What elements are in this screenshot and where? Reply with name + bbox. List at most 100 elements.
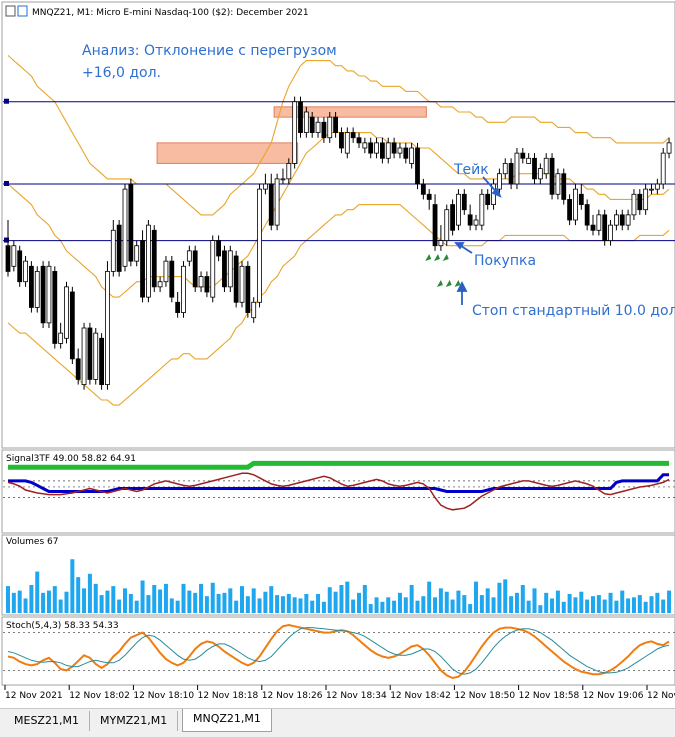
- volume-bar: [403, 597, 408, 613]
- candle: [643, 184, 649, 215]
- candle: [5, 220, 11, 277]
- candle: [309, 112, 315, 138]
- volume-bar: [386, 597, 391, 613]
- volume-bar: [251, 588, 256, 613]
- candle: [461, 189, 467, 215]
- candle: [543, 153, 549, 179]
- candle-bear-body: [508, 163, 514, 185]
- candle-bull-body: [105, 271, 110, 385]
- volume-bar: [52, 586, 57, 613]
- candle: [58, 322, 64, 349]
- x-tick-label: 12 Nov 18:42: [390, 691, 451, 701]
- candle-bear-body: [339, 132, 344, 149]
- stop-label: Стоп стандартный 10.0 дол.: [472, 303, 675, 319]
- candle-bull-body: [274, 178, 280, 226]
- candle-bull-body: [631, 193, 637, 216]
- volume-bar: [333, 591, 338, 613]
- candle-bear-body: [175, 301, 181, 313]
- chart-canvas[interactable]: MNQZ21, M1: Micro E-mini Nasdaq-100 ($2)…: [0, 0, 675, 708]
- volume-bar: [374, 597, 379, 613]
- candle-bear-body: [75, 358, 81, 380]
- candle: [532, 153, 537, 184]
- chart-menu-icon[interactable]: [5, 5, 16, 17]
- horizontal-line-handle-3: [4, 237, 9, 243]
- volume-bar: [292, 597, 297, 613]
- candle-bull-body: [555, 173, 561, 195]
- candle: [163, 256, 169, 287]
- volume-bar: [181, 583, 186, 613]
- candle-bull-body: [456, 193, 461, 226]
- volume-bar: [257, 598, 262, 613]
- signal3tf-lines: [3, 460, 675, 511]
- volume-bar: [46, 590, 51, 613]
- candle: [526, 153, 532, 164]
- candle: [280, 168, 286, 184]
- tab-mnqz21[interactable]: MNQZ21,M1: [182, 709, 272, 732]
- volume-bar: [415, 600, 420, 613]
- volume-bar: [35, 571, 40, 613]
- candle: [64, 281, 69, 344]
- x-tick-label: 12 Nov 18:26: [262, 691, 323, 701]
- candle: [415, 142, 420, 190]
- candle-bear-body: [245, 265, 251, 313]
- candle: [496, 168, 502, 195]
- volume-bar: [380, 601, 385, 613]
- candle: [227, 245, 233, 292]
- tab-mymz21[interactable]: MYMZ21,M1: [90, 711, 179, 731]
- candle-bear-body: [356, 137, 362, 144]
- buy-arrow-mark: [425, 254, 432, 261]
- candle: [268, 173, 274, 231]
- volume-bar: [649, 596, 654, 613]
- volume-bar: [87, 573, 92, 613]
- candle: [362, 137, 368, 154]
- candle-bear-body: [233, 255, 239, 303]
- signal3tf-label: Signal3TF 49.00 58.82 64.91: [6, 454, 136, 464]
- candle-bear-body: [584, 204, 590, 226]
- candle-bull-body: [660, 152, 666, 185]
- candle: [122, 184, 128, 272]
- candle-bear-body: [350, 132, 356, 139]
- x-tick-label: 12 Nov 18:34: [326, 691, 387, 701]
- tab-mesz21[interactable]: MESZ21,M1: [4, 711, 90, 731]
- candle: [537, 163, 543, 184]
- volume-bar: [468, 604, 473, 613]
- candle-bear-body: [17, 250, 23, 283]
- candle: [292, 96, 298, 169]
- x-tick-label: 12 Nov 18:50: [454, 691, 515, 701]
- candle: [584, 199, 590, 231]
- volume-bar: [41, 592, 46, 613]
- volume-bar: [11, 592, 16, 613]
- stoch-lines: [3, 623, 675, 680]
- chart-window-icon[interactable]: [17, 5, 28, 17]
- candle-bull-body: [110, 229, 116, 272]
- candle-bear-body: [467, 214, 473, 226]
- volume-bar: [433, 597, 438, 613]
- candle-bull-body: [64, 286, 69, 339]
- x-tick-label: 12 Nov 18:18: [198, 691, 259, 701]
- candle: [654, 178, 660, 195]
- candle: [333, 112, 339, 138]
- candle-bull-body: [526, 157, 532, 164]
- volume-bar: [474, 581, 478, 613]
- candle: [34, 266, 40, 313]
- candle-bull-body: [537, 168, 543, 180]
- candle: [204, 271, 210, 298]
- volume-bar: [462, 595, 467, 613]
- volume-bar: [204, 596, 209, 613]
- chart-tabs: MESZ21,M1 MYMZ21,M1 MNQZ21,M1: [0, 708, 675, 737]
- candle: [385, 137, 391, 164]
- candle: [140, 230, 145, 303]
- candle-bear-body: [590, 224, 596, 231]
- candle-bear-body: [5, 245, 11, 272]
- volumes-label: Volumes 67: [6, 537, 58, 547]
- candle: [40, 261, 46, 328]
- candle: [93, 328, 99, 385]
- candle: [245, 261, 251, 318]
- candle: [81, 322, 87, 390]
- candle: [438, 225, 444, 251]
- candle: [216, 235, 222, 262]
- volume-bar: [626, 598, 631, 613]
- volume-bar: [339, 585, 344, 613]
- volume-bar: [280, 596, 285, 613]
- candle-bear-body: [298, 101, 303, 133]
